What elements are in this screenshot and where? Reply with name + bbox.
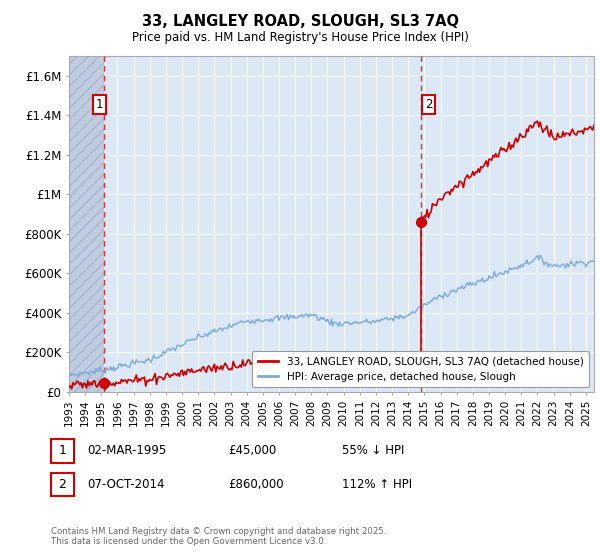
Text: 1: 1 (95, 98, 103, 111)
Text: 2: 2 (425, 98, 433, 111)
Text: £45,000: £45,000 (228, 444, 276, 458)
Text: Contains HM Land Registry data © Crown copyright and database right 2025.
This d: Contains HM Land Registry data © Crown c… (51, 526, 386, 546)
Text: 02-MAR-1995: 02-MAR-1995 (87, 444, 166, 458)
Text: 33, LANGLEY ROAD, SLOUGH, SL3 7AQ: 33, LANGLEY ROAD, SLOUGH, SL3 7AQ (142, 14, 458, 29)
Bar (69, 56, 104, 392)
Text: 1: 1 (58, 444, 67, 458)
Text: 07-OCT-2014: 07-OCT-2014 (87, 478, 164, 491)
Text: Price paid vs. HM Land Registry's House Price Index (HPI): Price paid vs. HM Land Registry's House … (131, 31, 469, 44)
Text: 55% ↓ HPI: 55% ↓ HPI (342, 444, 404, 458)
Text: 2: 2 (58, 478, 67, 491)
Text: £860,000: £860,000 (228, 478, 284, 491)
Text: 112% ↑ HPI: 112% ↑ HPI (342, 478, 412, 491)
Legend: 33, LANGLEY ROAD, SLOUGH, SL3 7AQ (detached house), HPI: Average price, detached: 33, LANGLEY ROAD, SLOUGH, SL3 7AQ (detac… (253, 351, 589, 387)
